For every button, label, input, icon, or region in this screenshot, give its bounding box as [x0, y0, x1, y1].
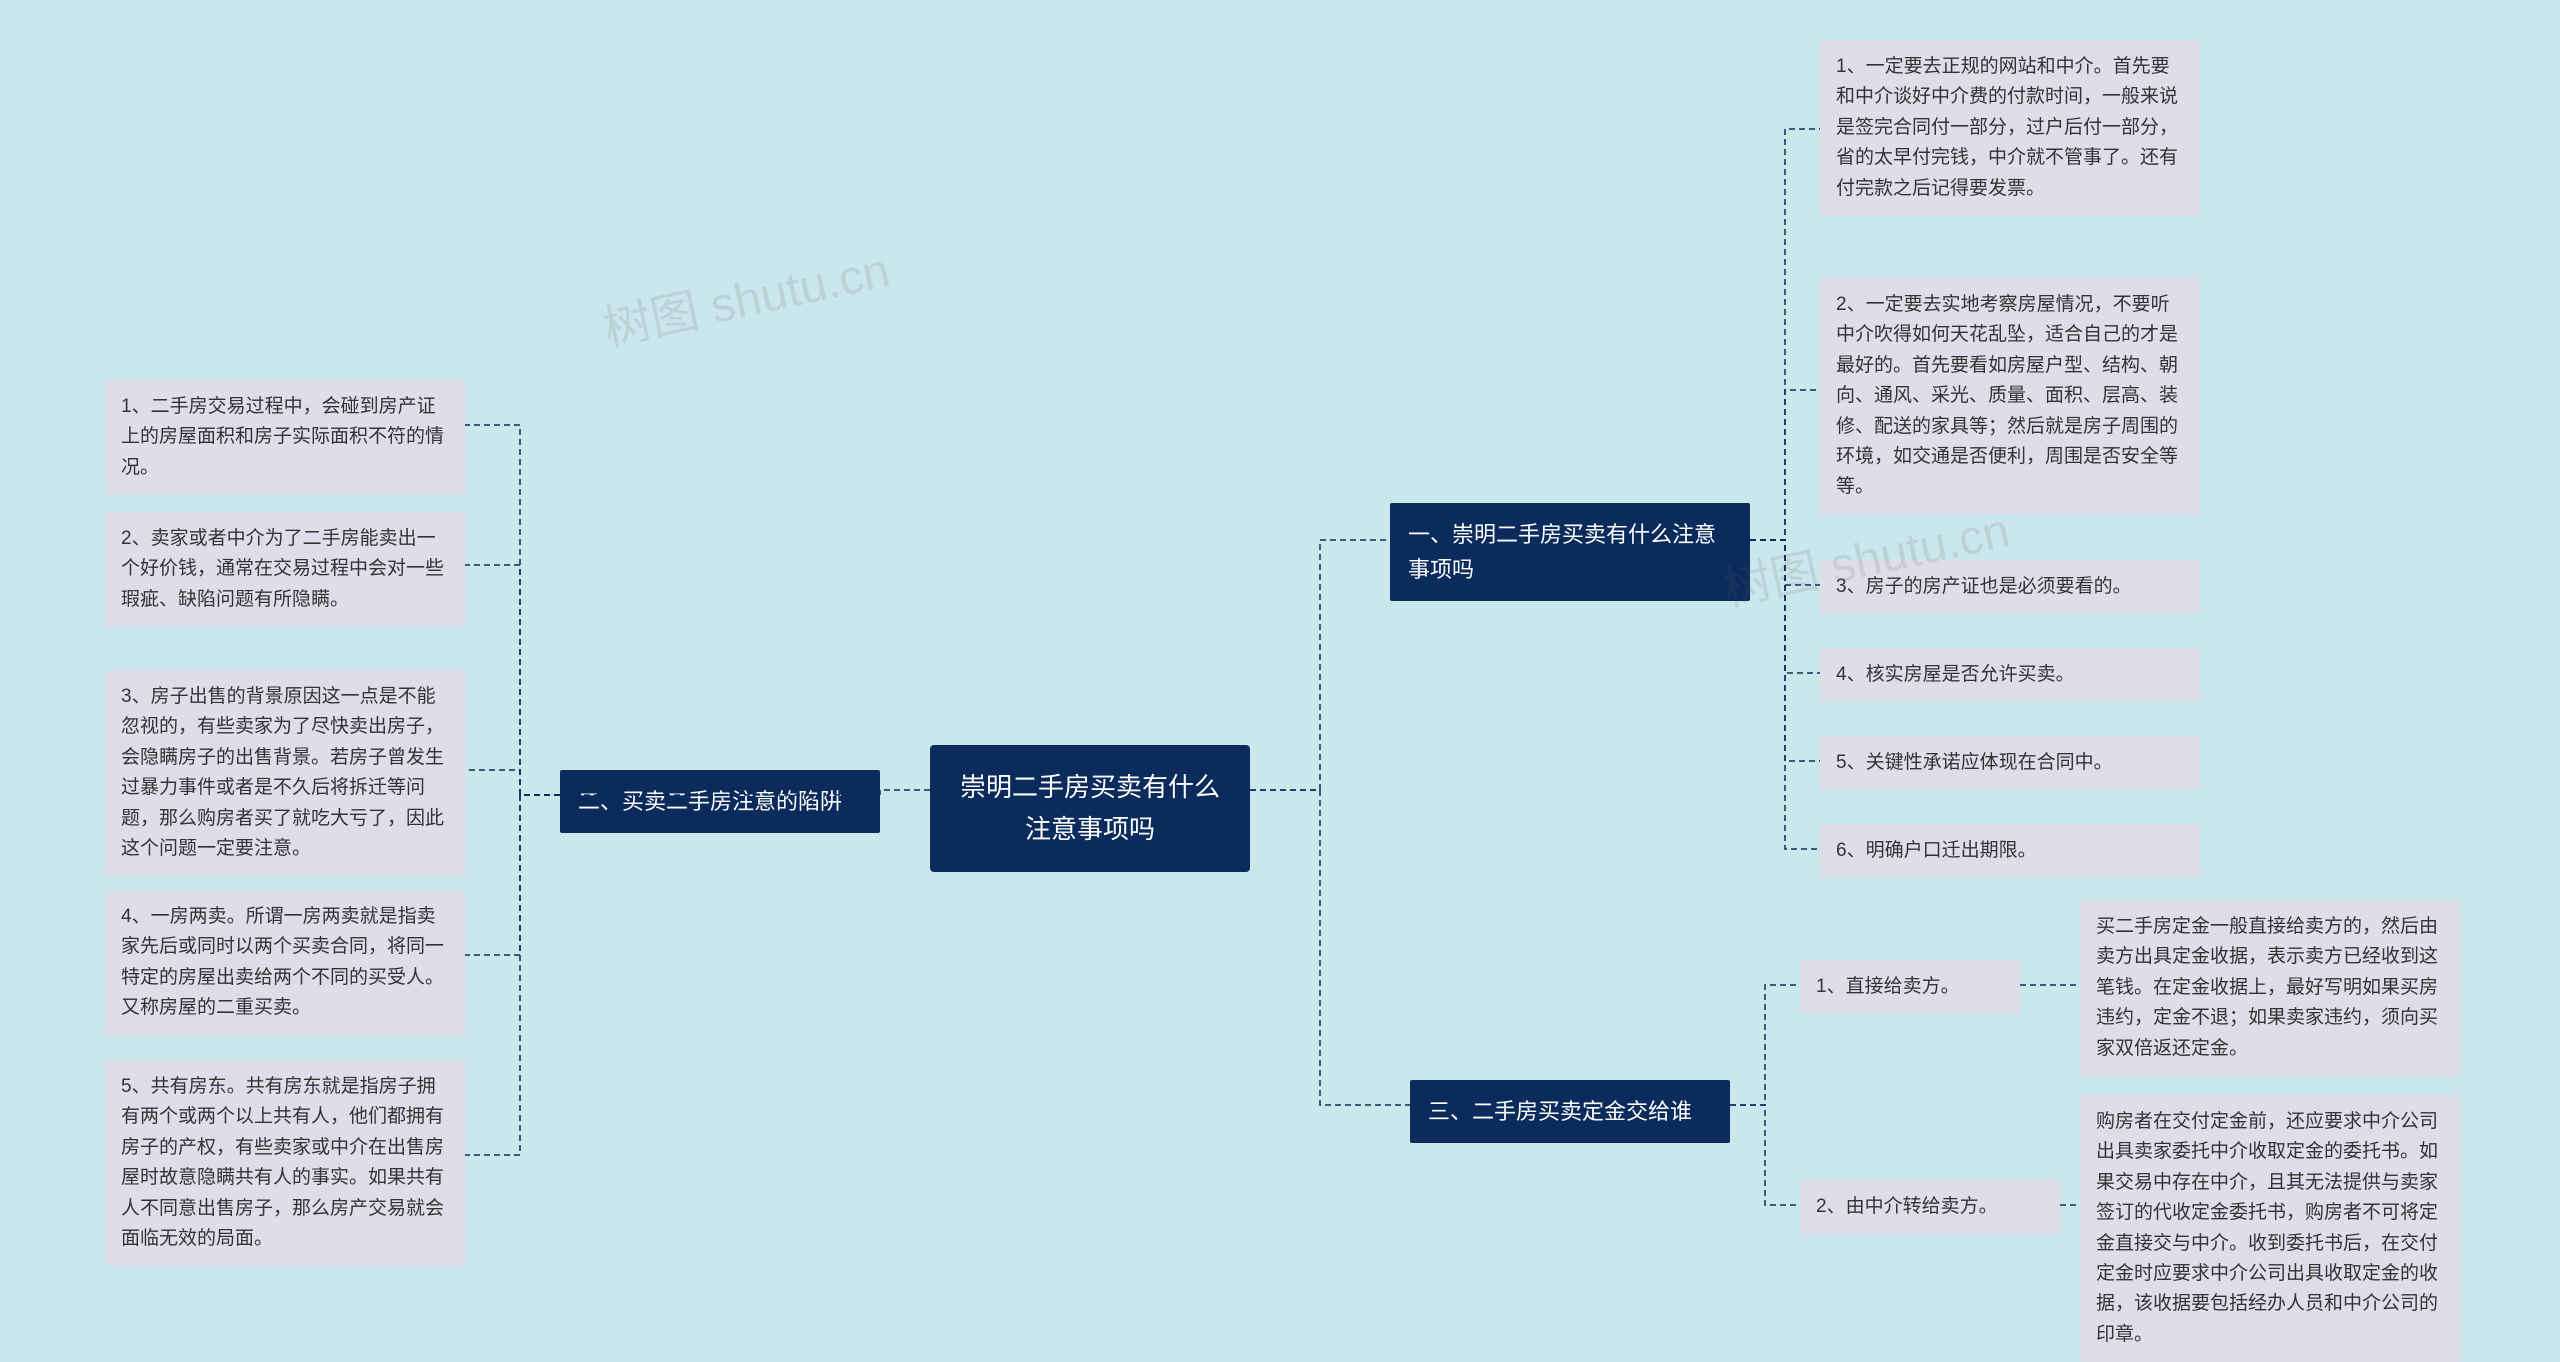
root-node: 崇明二手房买卖有什么注意事项吗 — [930, 745, 1250, 872]
branch-1-item-2: 2、一定要去实地考察房屋情况，不要听中介吹得如何天花乱坠，适合自己的才是最好的。… — [1820, 278, 2200, 515]
branch-1-item-4: 4、核实房屋是否允许买卖。 — [1820, 648, 2200, 702]
branch-2-item-4: 4、一房两卖。所谓一房两卖就是指卖家先后或同时以两个买卖合同，将同一特定的房屋出… — [105, 890, 465, 1036]
branch-2: 二、买卖二手房注意的陷阱 — [560, 770, 880, 833]
branch-2-item-5: 5、共有房东。共有房东就是指房子拥有两个或两个以上共有人，他们都拥有房子的产权，… — [105, 1060, 465, 1266]
branch-1-item-1: 1、一定要去正规的网站和中介。首先要和中介谈好中介费的付款时间，一般来说是签完合… — [1820, 40, 2200, 216]
branch-1-item-5: 5、关键性承诺应体现在合同中。 — [1820, 736, 2200, 790]
branch-1-item-6: 6、明确户口迁出期限。 — [1820, 824, 2200, 878]
branch-3-item-1-label: 1、直接给卖方。 — [1800, 960, 2020, 1014]
branch-2-item-1: 1、二手房交易过程中，会碰到房产证上的房屋面积和房子实际面积不符的情况。 — [105, 380, 465, 495]
branch-3-item-2-detail: 购房者在交付定金前，还应要求中介公司出具卖家委托中介收取定金的委托书。如果交易中… — [2080, 1095, 2460, 1362]
watermark-1: 树图 shutu.cn — [596, 231, 895, 360]
branch-3-item-2-label: 2、由中介转给卖方。 — [1800, 1180, 2060, 1234]
branch-1-item-3: 3、房子的房产证也是必须要看的。 — [1820, 560, 2200, 614]
branch-2-item-3: 3、房子出售的背景原因这一点是不能忽视的，有些卖家为了尽快卖出房子，会隐瞒房子的… — [105, 670, 465, 876]
branch-3: 三、二手房买卖定金交给谁 — [1410, 1080, 1730, 1143]
branch-1: 一、崇明二手房买卖有什么注意事项吗 — [1390, 503, 1750, 601]
branch-2-item-2: 2、卖家或者中介为了二手房能卖出一个好价钱，通常在交易过程中会对一些瑕疵、缺陷问… — [105, 512, 465, 627]
branch-3-item-1-detail: 买二手房定金一般直接给卖方的，然后由卖方出具定金收据，表示卖方已经收到这笔钱。在… — [2080, 900, 2460, 1076]
